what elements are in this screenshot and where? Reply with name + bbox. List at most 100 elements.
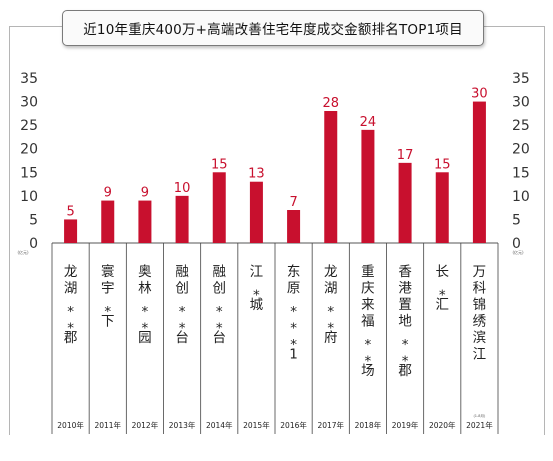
y-tick-right: 20 (512, 142, 530, 158)
category-label-char: 科 (473, 281, 487, 297)
category-label-char: 郡 (398, 363, 412, 379)
category-label-char: 香 (398, 264, 412, 280)
bar (138, 200, 152, 243)
data-label: 10 (174, 181, 191, 196)
category-label-char: 奥 (138, 263, 152, 280)
category-label-char: 台 (213, 330, 227, 346)
data-label: 9 (104, 186, 112, 201)
y-tick-right: 5 (512, 212, 521, 228)
category-label-char: 场 (361, 363, 375, 379)
category-label-char: * (216, 304, 223, 320)
category-label-char: 港 (398, 281, 412, 297)
year-label: 2011年 (94, 420, 121, 430)
data-label: 13 (248, 167, 265, 182)
category-label-char: 园 (138, 330, 152, 346)
category-label-char: 汇 (436, 297, 450, 313)
bar (324, 111, 338, 243)
category-label-char: 龙 (64, 264, 78, 280)
bar (398, 162, 412, 243)
bar (472, 101, 486, 243)
year-label: 2015年 (243, 420, 270, 430)
bar (435, 172, 449, 243)
data-label: 30 (471, 87, 488, 102)
category-label-char: 1 (289, 347, 298, 363)
category-label-char: * (290, 321, 297, 337)
bar (287, 210, 301, 243)
category-label-char: 林 (138, 281, 152, 297)
y-tick-left: 30 (20, 95, 38, 111)
category-label-char: 龙 (324, 264, 338, 280)
category-label-char: 融 (175, 264, 189, 280)
category-label-char: * (67, 304, 74, 320)
data-label: 28 (322, 96, 339, 111)
category-label-char: * (439, 288, 446, 304)
category-label-char: 郡 (64, 330, 78, 346)
y-tick-right: 30 (512, 95, 530, 111)
year-label: 2021年 (466, 420, 493, 430)
year-label: 2010年 (57, 420, 84, 430)
year-label: 2018年 (355, 420, 382, 430)
y-unit-left: (亿元) (17, 249, 29, 255)
category-label-char: 府 (324, 330, 338, 346)
category-label-char: 原 (287, 281, 301, 297)
year-label: 2012年 (132, 420, 159, 430)
year-label: 2017年 (317, 420, 344, 430)
category-label-char: 置 (398, 297, 412, 313)
y-tick-right: 10 (512, 189, 530, 205)
category-label-char: 江 (250, 264, 264, 280)
category-label-char: * (142, 321, 149, 337)
category-label-char: 湖 (64, 281, 78, 297)
category-label-char: * (253, 288, 260, 304)
data-label: 5 (66, 204, 74, 219)
category-label-char: 来 (361, 297, 375, 313)
y-unit-right: (亿元) (512, 249, 524, 255)
category-label-char: * (179, 321, 186, 337)
y-tick-left: 0 (29, 236, 38, 252)
bar (101, 200, 115, 243)
category-label-char: 福 (361, 314, 375, 330)
y-tick-left: 10 (20, 189, 38, 205)
category-label-char: 创 (213, 281, 227, 297)
category-label-char: * (290, 304, 297, 320)
y-tick-left: 25 (20, 118, 38, 134)
category-label-char: * (179, 304, 186, 320)
y-tick-left: 15 (20, 165, 38, 181)
bar (361, 129, 375, 243)
category-label-char: 重 (361, 264, 375, 280)
category-label-char: * (327, 304, 334, 320)
chart-title: 近10年重庆400万+高端改善住宅年度成交金额排名TOP1项目 (83, 22, 463, 38)
chart-title-box: 近10年重庆400万+高端改善住宅年度成交金额排名TOP1项目 (62, 10, 484, 46)
category-label-char: * (327, 321, 334, 337)
data-label: 15 (434, 157, 451, 172)
category-label-char: 长 (436, 264, 450, 280)
category-label-char: 创 (175, 281, 189, 297)
year-label: 2019年 (392, 420, 419, 430)
category-label-char: 湖 (324, 281, 338, 297)
y-tick-left: 20 (20, 142, 38, 158)
category-label-char: * (365, 354, 372, 370)
data-label: 7 (289, 195, 297, 210)
category-label-char: 台 (175, 330, 189, 346)
bar (212, 172, 226, 243)
y-tick-right: 0 (512, 236, 521, 252)
category-label-char: 绣 (473, 314, 487, 330)
year-label: 2016年 (280, 420, 307, 430)
year-label: 2020年 (429, 420, 456, 430)
y-tick-left: 35 (20, 71, 38, 87)
category-label-char: 城 (250, 297, 264, 313)
category-label-char: 寰 (101, 264, 115, 280)
year-note: (1-8月) (473, 413, 486, 418)
bar (249, 181, 263, 243)
category-label-char: * (104, 304, 111, 320)
y-tick-right: 15 (512, 165, 530, 181)
category-label-char: 滨 (473, 330, 487, 346)
year-label: 2013年 (169, 420, 196, 430)
category-label-char: 地 (398, 314, 412, 330)
data-label: 17 (397, 148, 414, 163)
bar (64, 219, 78, 243)
category-label-char: 宇 (101, 281, 115, 297)
y-tick-left: 5 (29, 212, 38, 228)
category-label-char: 东 (287, 264, 301, 280)
